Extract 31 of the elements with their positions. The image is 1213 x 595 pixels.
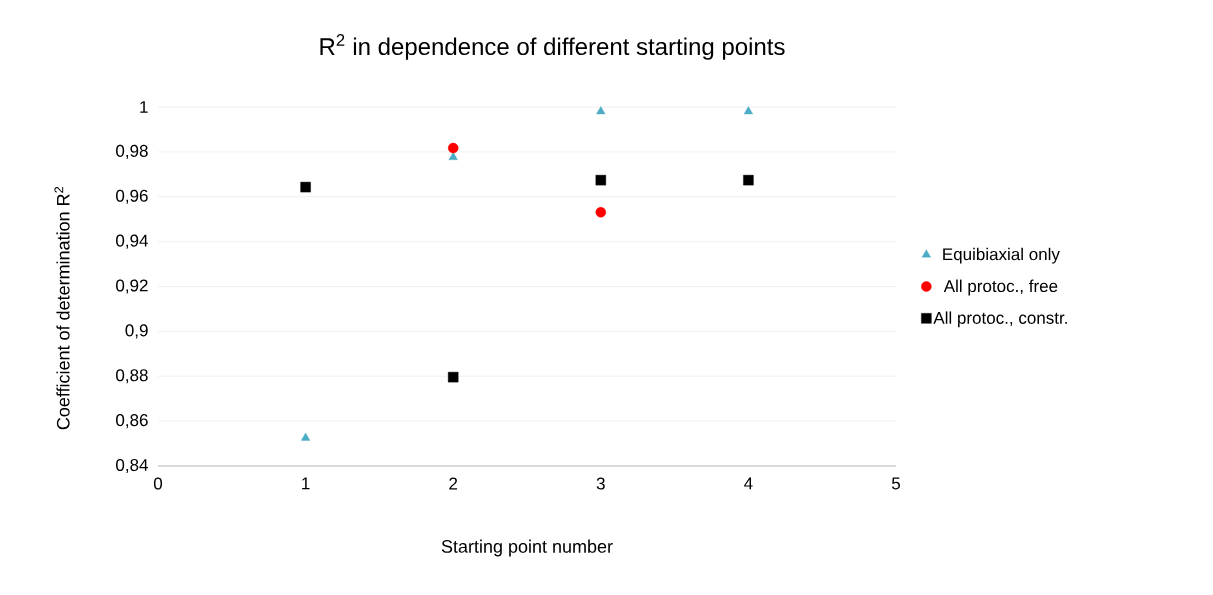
y-tick-label: 0,86 — [116, 414, 148, 429]
y-tick-label: 0,98 — [116, 144, 148, 159]
x-tick-label: 4 — [744, 477, 753, 490]
y-axis-title: Coefficient of determination R$^{2}$ — [54, 186, 70, 430]
y-tick-label: 0,92 — [116, 279, 148, 294]
chart-title: R$^{2}$ in dependence of different starting points — [320, 34, 785, 60]
x-tick-label: 3 — [596, 477, 605, 490]
point — [743, 174, 754, 186]
point — [595, 174, 607, 186]
point — [448, 371, 459, 383]
point — [595, 207, 607, 218]
point — [300, 181, 311, 193]
y-tick-label: 0,88 — [116, 369, 148, 384]
y-tick-label: 0,84 — [116, 458, 148, 474]
x-tick-label: 0 — [153, 477, 163, 490]
x-tick-label: 5 — [891, 477, 901, 490]
point — [301, 432, 311, 441]
y-tick-label: 0,94 — [116, 234, 148, 249]
point — [448, 142, 459, 154]
x-axis-title: Starting point number — [441, 539, 613, 557]
x-tick-label: 1 — [302, 477, 310, 490]
y-tick-label: 1 — [140, 101, 148, 113]
legend-label: All protoc., free — [943, 279, 1058, 296]
x-tick-label: 2 — [449, 477, 458, 490]
point — [596, 106, 606, 115]
point — [448, 152, 458, 160]
y-tick-label: 0,96 — [116, 189, 148, 204]
legend-label: Equibiaxial only — [943, 247, 1060, 264]
y-tick-label: 0,9 — [125, 324, 148, 339]
point — [743, 106, 753, 115]
legend-label: All protoc., constr. — [933, 311, 1067, 328]
